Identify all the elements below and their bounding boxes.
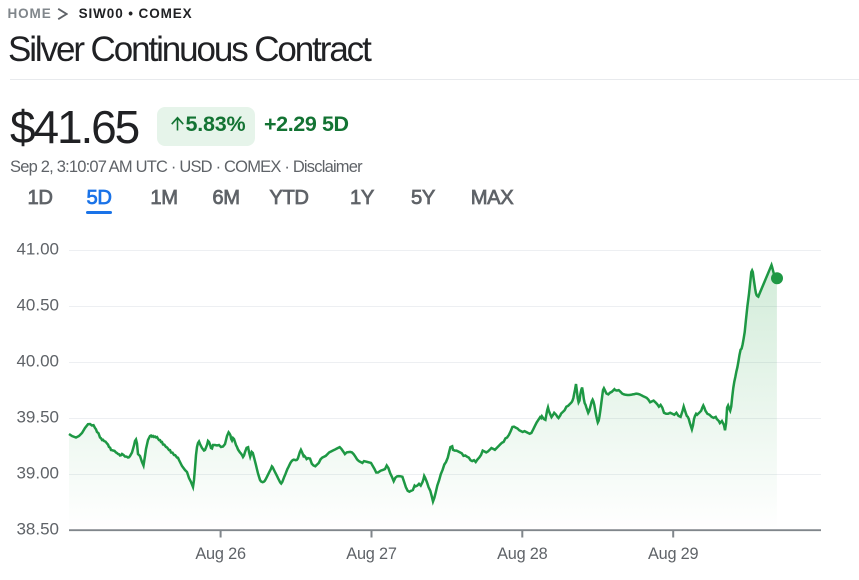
svg-text:Aug 28: Aug 28	[497, 545, 548, 563]
svg-text:41.00: 41.00	[16, 240, 59, 259]
svg-text:39.00: 39.00	[16, 464, 59, 483]
svg-text:Aug 29: Aug 29	[648, 545, 699, 563]
svg-text:Aug 27: Aug 27	[346, 545, 397, 563]
svg-text:Aug 26: Aug 26	[195, 545, 246, 563]
svg-text:38.50: 38.50	[16, 520, 59, 539]
svg-text:40.00: 40.00	[16, 352, 59, 371]
svg-text:40.50: 40.50	[16, 296, 59, 315]
svg-text:39.50: 39.50	[16, 408, 59, 427]
